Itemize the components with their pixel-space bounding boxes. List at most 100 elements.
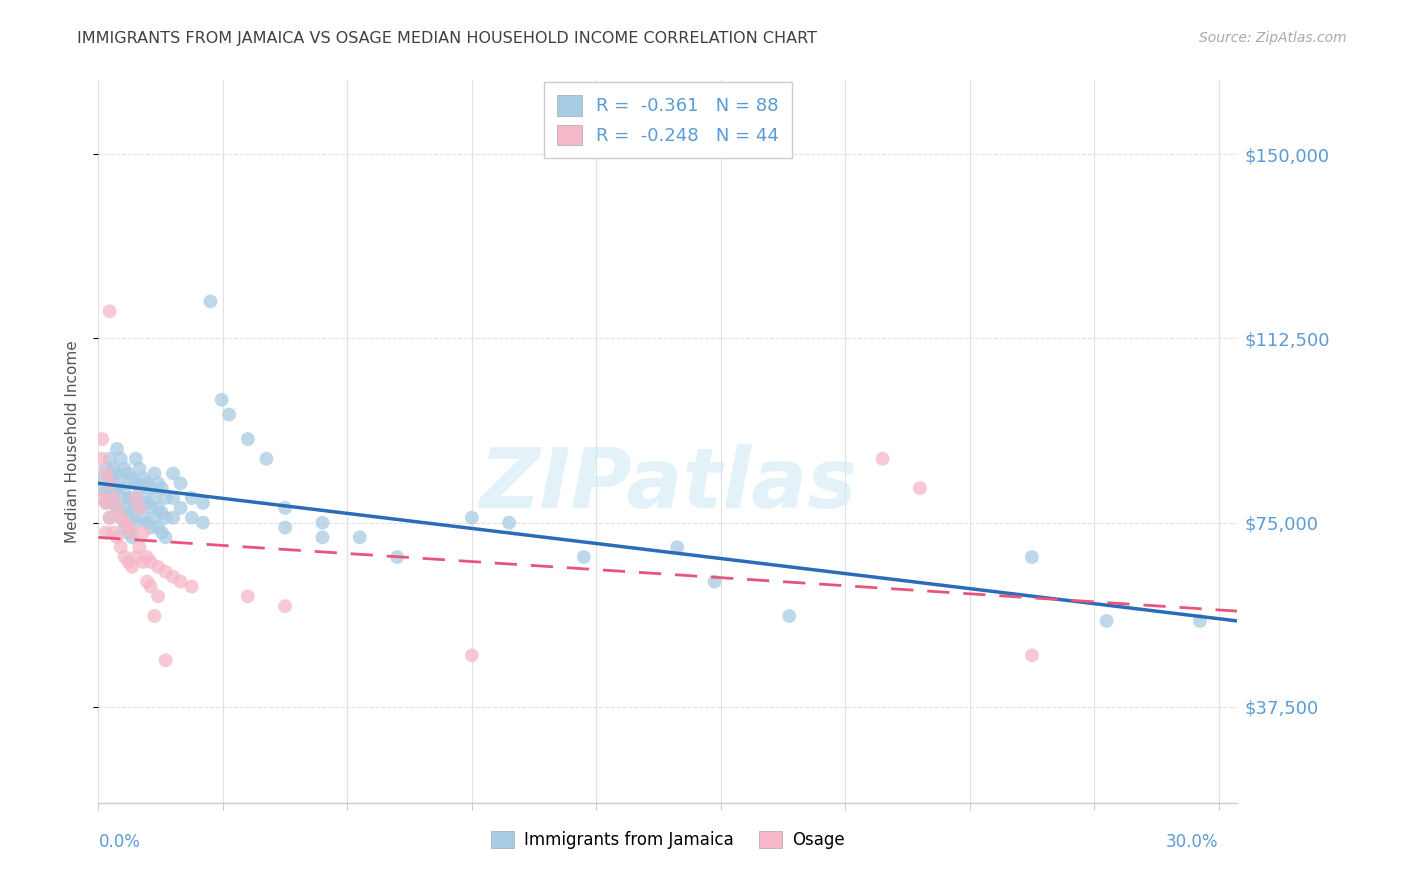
Point	[94, 496, 117, 510]
Point	[91, 451, 114, 466]
Point	[136, 476, 159, 491]
Point	[498, 516, 520, 530]
Point	[114, 500, 136, 515]
Point	[125, 516, 148, 530]
Point	[121, 471, 143, 485]
Point	[191, 496, 214, 510]
Point	[1021, 648, 1043, 663]
Point	[132, 471, 155, 485]
Point	[218, 408, 240, 422]
Point	[169, 500, 191, 515]
Point	[155, 491, 177, 505]
Point	[778, 609, 800, 624]
Point	[114, 516, 136, 530]
Point	[105, 442, 128, 456]
Point	[94, 496, 117, 510]
Point	[136, 574, 159, 589]
Point	[200, 294, 222, 309]
Point	[146, 590, 169, 604]
Point	[103, 525, 125, 540]
Point	[146, 520, 169, 534]
Point	[117, 467, 139, 481]
Point	[139, 520, 162, 534]
Point	[114, 549, 136, 564]
Text: ZIPatlas: ZIPatlas	[479, 444, 856, 525]
Point	[180, 510, 202, 524]
Point	[136, 516, 159, 530]
Point	[94, 525, 117, 540]
Point	[110, 510, 132, 524]
Y-axis label: Median Household Income: Median Household Income	[65, 340, 80, 543]
Point	[98, 491, 121, 505]
Point	[103, 491, 125, 505]
Point	[128, 540, 150, 554]
Point	[91, 471, 114, 485]
Point	[121, 530, 143, 544]
Point	[132, 525, 155, 540]
Point	[114, 481, 136, 495]
Point	[143, 609, 166, 624]
Point	[121, 491, 143, 505]
Point	[1021, 549, 1043, 564]
Point	[572, 549, 595, 564]
Point	[150, 481, 173, 495]
Point	[146, 500, 169, 515]
Point	[155, 510, 177, 524]
Point	[110, 540, 132, 554]
Point	[146, 476, 169, 491]
Legend: Immigrants from Jamaica, Osage: Immigrants from Jamaica, Osage	[484, 824, 852, 856]
Point	[98, 471, 121, 485]
Point	[139, 580, 162, 594]
Point	[125, 476, 148, 491]
Point	[94, 467, 117, 481]
Point	[872, 451, 894, 466]
Point	[98, 304, 121, 318]
Point	[103, 496, 125, 510]
Point	[311, 516, 333, 530]
Point	[117, 555, 139, 569]
Point	[211, 392, 233, 407]
Point	[461, 510, 484, 524]
Point	[125, 451, 148, 466]
Point	[150, 506, 173, 520]
Point	[91, 491, 114, 505]
Point	[98, 476, 121, 491]
Point	[256, 451, 278, 466]
Point	[162, 510, 184, 524]
Point	[132, 555, 155, 569]
Point	[117, 491, 139, 505]
Point	[114, 461, 136, 475]
Point	[110, 471, 132, 485]
Point	[162, 467, 184, 481]
Point	[1188, 614, 1211, 628]
Point	[114, 520, 136, 534]
Point	[105, 530, 128, 544]
Point	[117, 520, 139, 534]
Point	[703, 574, 725, 589]
Point	[139, 500, 162, 515]
Point	[105, 500, 128, 515]
Point	[180, 491, 202, 505]
Point	[274, 599, 297, 614]
Point	[155, 653, 177, 667]
Point	[162, 570, 184, 584]
Point	[110, 491, 132, 505]
Point	[274, 500, 297, 515]
Point	[155, 530, 177, 544]
Point	[169, 574, 191, 589]
Point	[98, 510, 121, 524]
Point	[385, 549, 408, 564]
Point	[155, 565, 177, 579]
Text: Source: ZipAtlas.com: Source: ZipAtlas.com	[1199, 31, 1347, 45]
Point	[91, 481, 114, 495]
Text: 0.0%: 0.0%	[98, 833, 141, 851]
Point	[180, 580, 202, 594]
Point	[117, 525, 139, 540]
Point	[98, 510, 121, 524]
Point	[132, 491, 155, 505]
Point	[98, 451, 121, 466]
Point	[461, 648, 484, 663]
Point	[125, 496, 148, 510]
Point	[143, 491, 166, 505]
Point	[132, 510, 155, 524]
